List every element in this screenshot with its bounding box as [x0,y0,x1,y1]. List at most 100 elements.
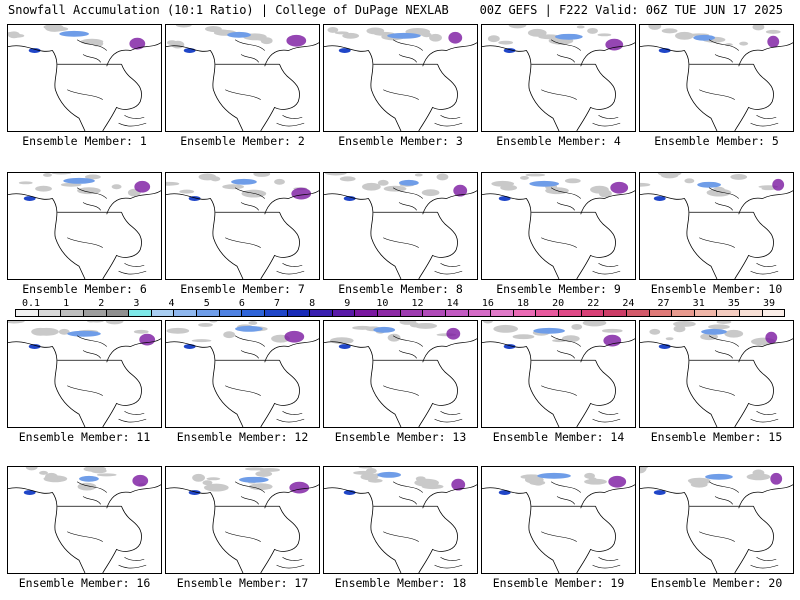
legend-color-swatch [581,310,605,316]
ensemble-member-panel: Ensemble Member: 16 [7,466,162,591]
ensemble-member-panel: Ensemble Member: 3 [323,24,478,149]
ensemble-member-map [639,172,794,280]
ensemble-panel-grid: Ensemble Member: 1 Ensemble Member: 2 En… [7,24,794,594]
ensemble-member-panel: Ensemble Member: 13 [323,320,478,445]
ensemble-member-panel: Ensemble Member: 19 [481,466,636,591]
ensemble-member-panel: Ensemble Member: 17 [165,466,320,591]
ensemble-member-label: Ensemble Member: 10 [650,282,783,296]
legend-color-swatch [423,310,446,316]
legend-tick-label: 27 [657,298,670,309]
legend-color-swatch [38,310,62,316]
ensemble-member-map [639,24,794,132]
legend-color-swatch [61,310,84,316]
ensemble-member-map [639,320,794,428]
ensemble-member-label: Ensemble Member: 16 [18,576,151,590]
legend-color-swatch [16,310,39,316]
ensemble-member-label: Ensemble Member: 2 [180,134,305,148]
legend-color-swatch [151,310,175,316]
legend-color-swatch [400,310,424,316]
ensemble-member-label: Ensemble Member: 7 [180,282,305,296]
legend-color-swatch [332,310,356,316]
legend-color-swatch [672,310,695,316]
ensemble-member-map [7,466,162,574]
ensemble-member-label: Ensemble Member: 5 [654,134,779,148]
ensemble-member-label: Ensemble Member: 1 [22,134,147,148]
ensemble-member-map [165,320,320,428]
ensemble-member-label: Ensemble Member: 15 [650,430,783,444]
ensemble-member-panel: Ensemble Member: 5 [639,24,794,149]
legend-color-swatch [536,310,559,316]
ensemble-member-panel: Ensemble Member: 8 [323,172,478,297]
ensemble-member-panel: Ensemble Member: 9 [481,172,636,297]
legend-tick-label: 9 [344,298,351,309]
legend-tick-label: 20 [552,298,565,309]
model-valid-time: 00Z GEFS | F222 Valid: 06Z TUE JUN 17 20… [479,3,783,17]
legend-tick-label: 14 [446,298,459,309]
legend-color-swatch [242,310,265,316]
ensemble-member-label: Ensemble Member: 14 [492,430,625,444]
legend-color-swatch [626,310,650,316]
legend-color-swatch [174,310,197,316]
legend-color-swatch [287,310,311,316]
legend-tick-label: 24 [622,298,635,309]
ensemble-member-label: Ensemble Member: 11 [18,430,151,444]
legend-tick-label: 2 [98,298,105,309]
legend-tick-label: 1 [63,298,70,309]
ensemble-member-label: Ensemble Member: 8 [338,282,463,296]
ensemble-member-label: Ensemble Member: 4 [496,134,621,148]
legend-color-swatch [310,310,333,316]
ensemble-member-map [323,24,478,132]
ensemble-member-panel: Ensemble Member: 15 [639,320,794,445]
legend-color-swatch [355,310,378,316]
legend-color-swatch [83,310,107,316]
legend-color-swatch [197,310,220,316]
ensemble-member-label: Ensemble Member: 17 [176,576,309,590]
legend-color-swatch [264,310,288,316]
ensemble-member-label: Ensemble Member: 13 [334,430,467,444]
legend-tick-label: 18 [516,298,530,309]
ensemble-member-map [481,24,636,132]
ensemble-member-map [639,466,794,574]
ensemble-member-map [481,466,636,574]
ensemble-member-panel: Ensemble Member: 11 [7,320,162,445]
ensemble-member-panel: Ensemble Member: 14 [481,320,636,445]
legend-color-swatch [559,310,582,316]
legend-color-swatch [717,310,740,316]
legend-color-swatch [762,310,785,316]
legend-color-swatch [106,310,130,316]
ensemble-member-panel: Ensemble Member: 4 [481,24,636,149]
ensemble-member-panel: Ensemble Member: 20 [639,466,794,591]
ensemble-member-map [7,172,162,280]
ensemble-member-map [481,172,636,280]
legend-color-swatch [694,310,718,316]
ensemble-member-panel: Ensemble Member: 6 [7,172,162,297]
legend-tick-label: 3 [133,298,140,309]
legend-color-swatch [468,310,492,316]
ensemble-member-label: Ensemble Member: 19 [492,576,625,590]
legend-color-swatch [604,310,627,316]
legend-tick-label: 16 [481,298,494,309]
legend-tick-label: 31 [692,298,705,309]
legend-color-swatch [219,310,243,316]
ensemble-member-label: Ensemble Member: 6 [22,282,147,296]
legend-color-swatch [491,310,514,316]
legend-color-swatch [445,310,469,316]
ensemble-member-label: Ensemble Member: 18 [334,576,467,590]
ensemble-member-panel: Ensemble Member: 7 [165,172,320,297]
legend-tick-label: 6 [238,298,245,309]
ensemble-member-panel: Ensemble Member: 12 [165,320,320,445]
snowfall-legend: 0.1 1 2 3 4 5 6 7 8 9 10 12 14 16 18 20 22 24 27 31 35 39 [15,298,785,320]
ensemble-member-panel: Ensemble Member: 2 [165,24,320,149]
ensemble-member-panel: Ensemble Member: 18 [323,466,478,591]
ensemble-member-map [165,24,320,132]
ensemble-member-panel: Ensemble Member: 1 [7,24,162,149]
legend-tick-label: 4 [168,298,175,309]
ensemble-member-label: Ensemble Member: 9 [496,282,621,296]
ensemble-member-label: Ensemble Member: 12 [176,430,309,444]
ensemble-member-map [323,172,478,280]
legend-tick-label: 8 [309,298,316,309]
ensemble-member-map [323,320,478,428]
legend-tick-label: 7 [273,298,281,309]
legend-color-swatch [740,310,763,316]
ensemble-member-map [7,24,162,132]
